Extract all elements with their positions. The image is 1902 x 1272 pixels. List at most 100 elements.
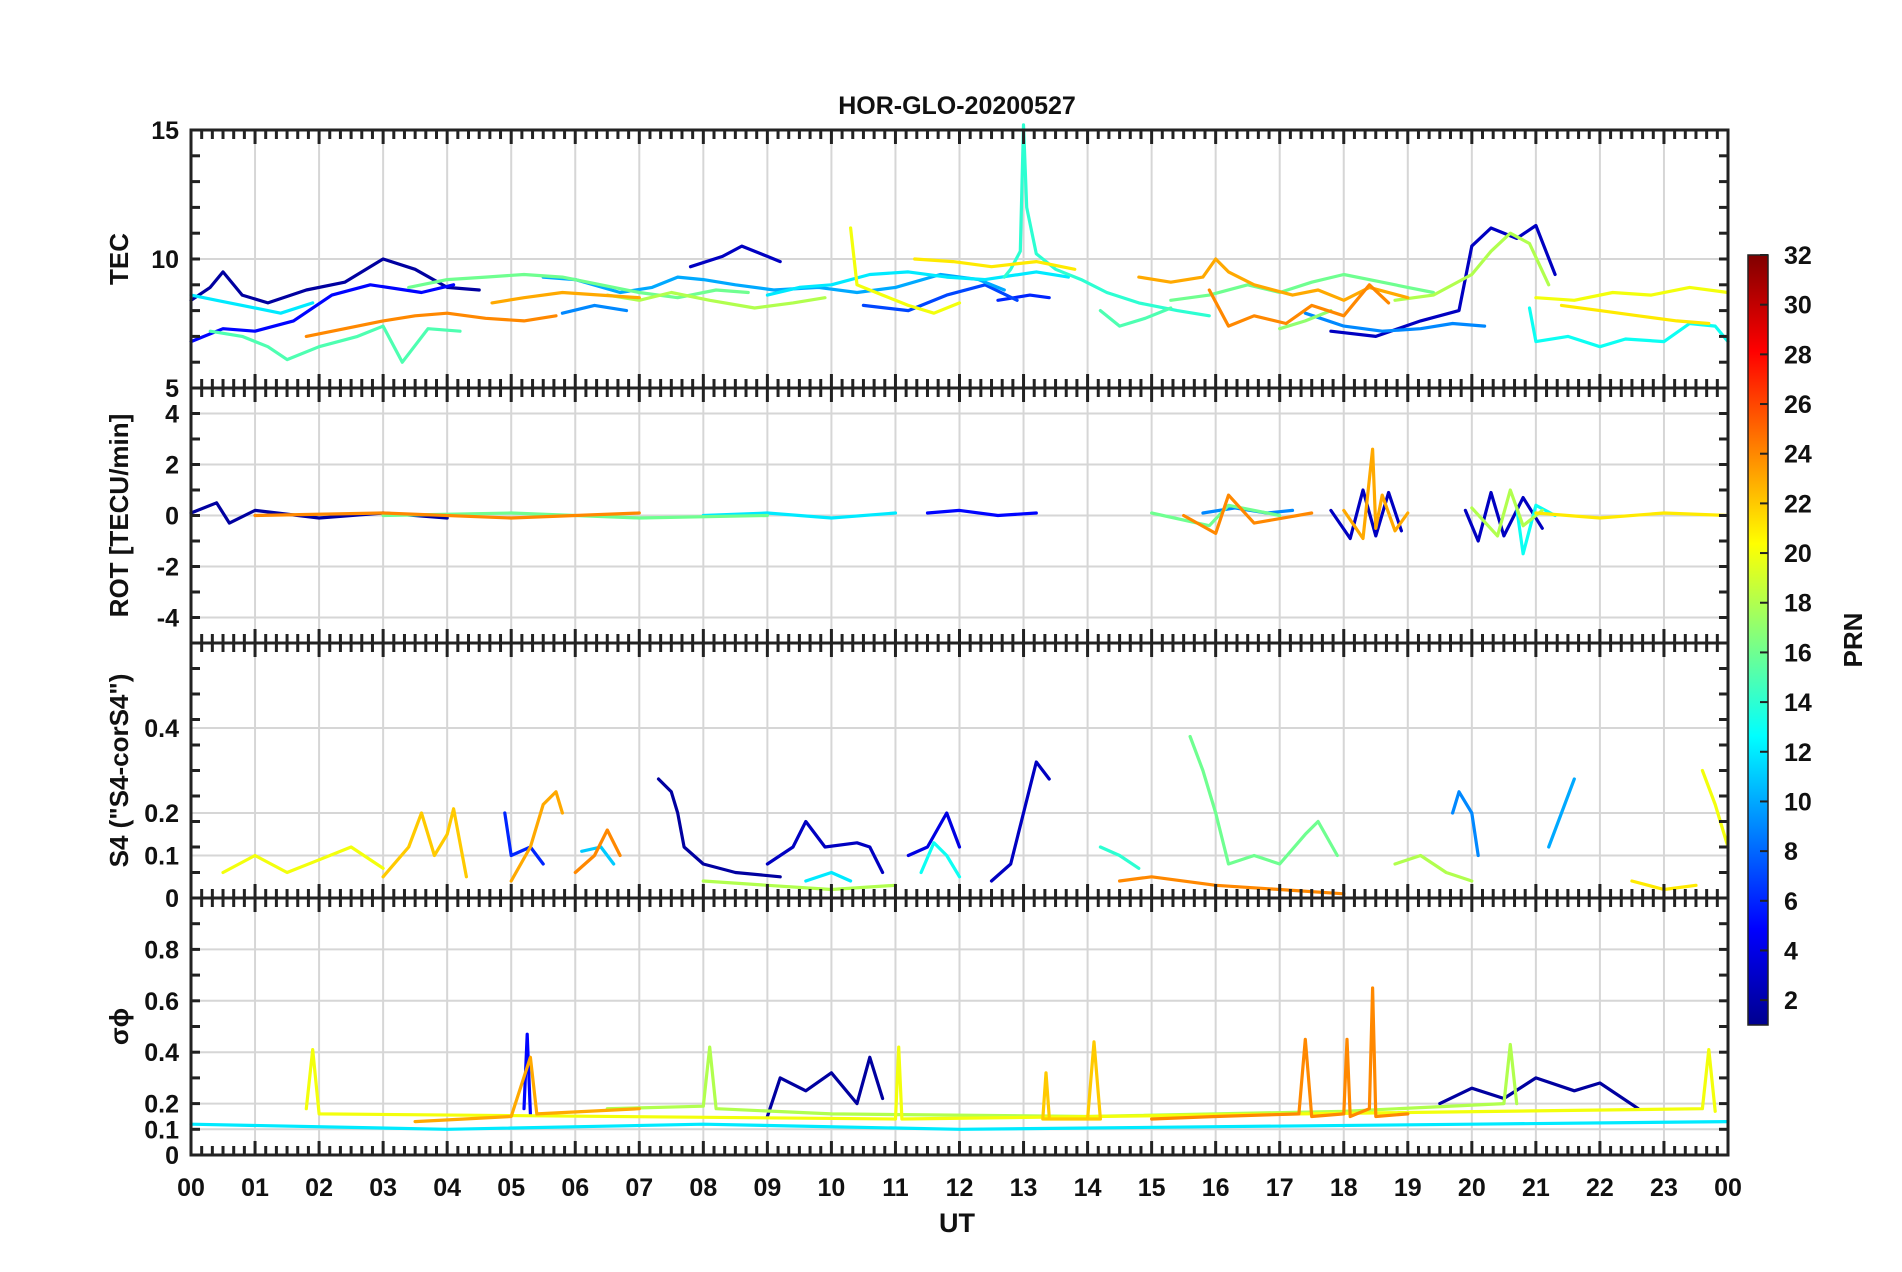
rot-series-prn-21	[1534, 511, 1730, 520]
x-tick-label: 00	[177, 1174, 205, 1202]
s4-series-prn-18	[1393, 853, 1474, 883]
rot-series-prn-23	[1342, 447, 1410, 541]
colorbar-tick-label: 10	[1784, 788, 1812, 816]
s4-series-prn-20	[1700, 768, 1730, 849]
sigma_phi-series-prn-22	[1041, 1040, 1102, 1121]
chart-title: HOR-GLO-20200527	[838, 92, 1076, 120]
sigma_phi-series-prn-20	[304, 1045, 1717, 1121]
x-tick-label: 04	[433, 1174, 461, 1202]
rot-series-prn-3	[1329, 488, 1403, 541]
colorbar-tick-label: 6	[1784, 888, 1798, 916]
colorbar-tick-label: 16	[1784, 639, 1812, 667]
colorbar-tick-label: 24	[1784, 441, 1812, 469]
x-tick-label: 12	[946, 1174, 974, 1202]
sigma_phi-y-tick-label: 0.8	[144, 936, 179, 964]
colorbar-tick-label: 32	[1784, 242, 1812, 270]
colorbar-tick-label: 8	[1784, 838, 1798, 866]
tec-y-axis-label: TEC	[104, 233, 134, 285]
rot-series-prn-12	[701, 511, 898, 520]
tec-series-prn-21	[1559, 303, 1711, 326]
s4-series-prn-10	[1547, 777, 1576, 849]
sigma_phi-series-prn-24	[1150, 986, 1410, 1121]
s4-y-tick-label: 0.1	[144, 843, 179, 871]
colorbar-tick-label: 18	[1784, 590, 1812, 618]
colorbar-tick-label: 4	[1784, 937, 1798, 965]
s4-series-prn-14	[1098, 845, 1141, 870]
x-tick-label: 07	[625, 1174, 653, 1202]
tec-y-tick-label: 10	[151, 246, 179, 274]
rot-y-tick-label: 0	[165, 503, 179, 531]
sigma_phi-series-prn-2	[765, 1055, 885, 1119]
sigma_phi-y-tick-label: 0.2	[144, 1091, 179, 1119]
colorbar-tick-label: 2	[1784, 987, 1798, 1015]
x-tick-label: 05	[497, 1174, 525, 1202]
tec-series-prn-16	[1169, 272, 1435, 302]
s4-series-prn-24	[573, 828, 622, 875]
sigma_phi-y-axis-label: σϕ	[104, 1008, 134, 1045]
x-tick-label: 23	[1650, 1174, 1678, 1202]
s4-series-prn-9	[1451, 790, 1480, 858]
tec-y-tick-label: 15	[151, 117, 179, 145]
s4-series-prn-22	[381, 807, 468, 879]
s4-series-prn-11	[580, 845, 616, 866]
sigma_phi-y-tick-label: 0	[165, 1142, 179, 1170]
x-axis-tick-labels: 00 01 02 03 04 05 06 07 08 09 10 11 12 13 14 15 16 17 18 19…	[177, 1174, 1742, 1202]
tec-series-prn-23	[490, 290, 641, 305]
sigma_phi-series-prn-2	[1438, 1076, 1640, 1111]
s4-series-prn-16	[1188, 734, 1339, 866]
tec-panel: 5 10 15 TEC	[104, 117, 1730, 403]
sigma_phi-y-tick-label: 0.4	[144, 1039, 179, 1067]
tec-y-tick-label: 5	[165, 375, 179, 403]
s4-series-prn-3	[765, 819, 885, 875]
x-tick-label: 03	[369, 1174, 397, 1202]
sigma_phi-series-prn-23	[413, 1055, 641, 1124]
tec-series-prn-16	[407, 272, 750, 300]
x-tick-label: 17	[1266, 1174, 1294, 1202]
x-tick-label: 14	[1074, 1174, 1102, 1202]
tec-series-prn-24	[1207, 283, 1391, 328]
x-tick-label: 20	[1458, 1174, 1486, 1202]
rot-y-tick-label: 2	[165, 452, 179, 480]
x-tick-label: 00	[1714, 1174, 1742, 1202]
rot-y-tick-label: 4	[165, 401, 179, 429]
s4-series-prn-12	[804, 870, 853, 883]
tec-series-prn-3	[688, 244, 782, 269]
tec-series-prn-20	[849, 226, 962, 315]
colorbar-tick-label: 12	[1784, 739, 1812, 767]
tec-series-prn-2	[189, 257, 481, 305]
rot-series-prn-3	[1463, 490, 1544, 543]
tec-series-prn-17	[1278, 309, 1333, 331]
x-tick-label: 08	[689, 1174, 717, 1202]
sigma_phi-series-prn-5	[522, 1032, 532, 1116]
x-tick-label: 18	[1330, 1174, 1358, 1202]
x-tick-label: 02	[305, 1174, 333, 1202]
colorbar-tick-label: 28	[1784, 341, 1812, 369]
x-tick-label: 21	[1522, 1174, 1550, 1202]
s4-series-prn-20	[221, 845, 385, 875]
tec-series-prn-14	[1002, 123, 1211, 318]
x-tick-label: 10	[818, 1174, 846, 1202]
s4-series-prn-2	[656, 777, 782, 879]
tec-series-prn-21	[913, 257, 1077, 271]
s4-series-prn-6	[503, 811, 545, 866]
rot-series-prn-16	[1150, 503, 1282, 528]
tec-series-prn-5	[189, 283, 456, 344]
tec-series-prn-9	[560, 303, 629, 315]
rot-series-prn-24	[1182, 493, 1314, 535]
x-tick-label: 13	[1010, 1174, 1038, 1202]
rot-y-tick-label: -4	[157, 605, 179, 633]
tec-series-prn-15	[1098, 306, 1173, 328]
sigma_phi-y-tick-label: 0.1	[144, 1116, 179, 1144]
s4-series-prn-3	[989, 760, 1051, 883]
tec-series-prn-18	[1393, 231, 1551, 302]
colorbar-tick-label: 20	[1784, 540, 1812, 568]
x-axis-label: UT	[939, 1208, 975, 1238]
rot-series-prn-24	[253, 511, 641, 520]
sigma_phi-y-tick-label: 0.6	[144, 988, 179, 1016]
rot-series-prn-13	[1515, 503, 1557, 556]
x-tick-label: 19	[1394, 1174, 1422, 1202]
tec-series-prn-13	[1527, 306, 1730, 349]
